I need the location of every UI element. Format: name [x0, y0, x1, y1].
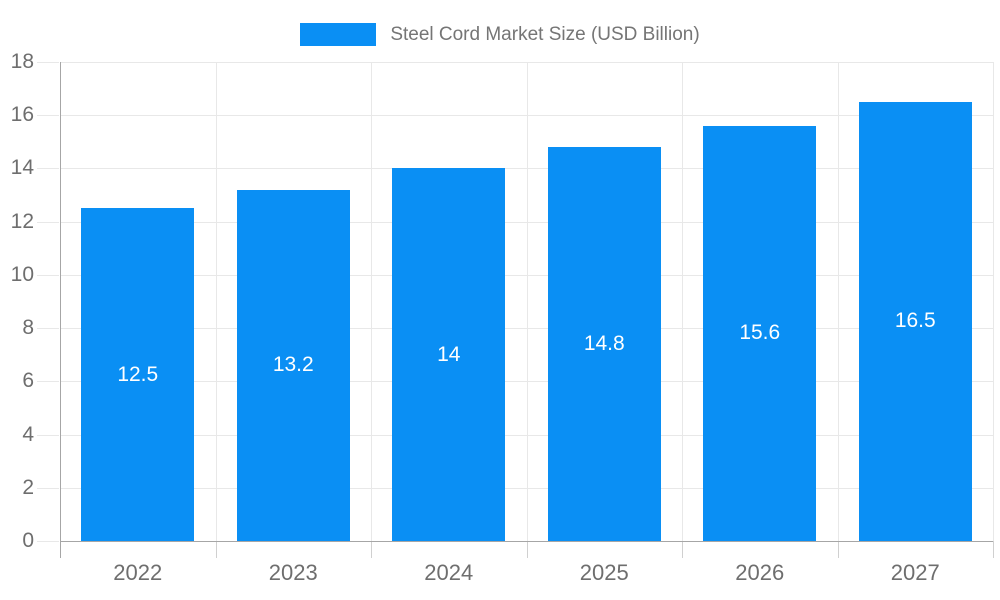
bar-value-label: 14: [437, 342, 461, 366]
y-axis-line: [60, 62, 61, 558]
bar-value-label: 14.8: [583, 332, 625, 356]
y-axis-label: 8: [22, 316, 34, 340]
y-axis-tick: [37, 434, 59, 436]
x-axis-label: 2027: [890, 560, 940, 585]
bar-value-label: 12.5: [117, 362, 159, 386]
gridline-vertical: [215, 62, 217, 541]
x-axis-tick: [993, 541, 994, 558]
y-axis-label: 2: [22, 475, 34, 499]
x-axis-tick: [837, 541, 839, 558]
gridline-vertical: [993, 62, 994, 541]
y-axis-label: 10: [10, 262, 34, 286]
y-axis-tick: [37, 221, 59, 223]
y-axis-tick: [37, 274, 59, 276]
bar-2023: [236, 189, 350, 541]
x-axis-label: 2023: [268, 560, 318, 585]
y-axis-tick: [37, 541, 59, 542]
x-axis-label: 2024: [424, 560, 474, 585]
gridline-vertical: [837, 62, 839, 541]
y-axis-label: 14: [10, 156, 34, 180]
bar-2027: [858, 101, 972, 541]
y-axis-tick: [37, 328, 59, 330]
y-axis-tick: [37, 168, 59, 170]
x-axis-tick: [371, 541, 372, 558]
bar-2024: [392, 168, 506, 541]
legend-label: Steel Cord Market Size (USD Billion): [390, 24, 700, 45]
bar-value-label: 16.5: [894, 309, 936, 333]
chart-legend: Steel Cord Market Size (USD Billion): [0, 23, 1000, 46]
y-axis-label: 18: [10, 50, 34, 73]
x-axis-tick: [682, 541, 683, 558]
x-axis-label: 2026: [735, 560, 785, 585]
gridline-vertical: [371, 62, 372, 541]
y-axis-tick: [37, 487, 59, 489]
y-axis-tick: [37, 381, 59, 383]
y-axis-label: 4: [22, 422, 34, 446]
bar-2026: [703, 125, 817, 541]
y-axis-tick: [37, 62, 59, 63]
x-axis-label: 2022: [113, 560, 163, 585]
bar-2025: [547, 147, 661, 541]
y-axis-label: 16: [10, 103, 34, 127]
bar-2022: [81, 208, 195, 541]
legend-swatch: [300, 23, 377, 46]
bar-value-label: 15.6: [739, 321, 781, 345]
y-axis-label: 6: [22, 369, 34, 393]
y-axis-label: 0: [22, 529, 34, 552]
gridline-vertical: [682, 62, 683, 541]
bar-value-label: 13.2: [272, 353, 314, 377]
y-axis-label: 12: [10, 209, 34, 233]
x-axis-tick: [526, 541, 528, 558]
x-axis-tick: [215, 541, 217, 558]
x-axis-label: 2025: [579, 560, 629, 585]
y-axis-tick: [37, 115, 59, 117]
x-axis-line: [60, 541, 993, 542]
gridline-vertical: [526, 62, 528, 541]
